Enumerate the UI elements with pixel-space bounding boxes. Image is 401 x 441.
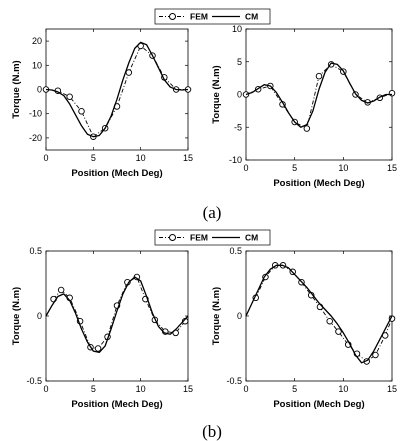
y-tick-label: 10	[232, 24, 242, 34]
legend-b-fem-marker	[169, 234, 176, 241]
legend-a-fem-marker	[169, 13, 176, 20]
x-tick-label: 5	[91, 384, 96, 394]
y-tick-label: 0	[37, 311, 42, 321]
caption-a: (a)	[203, 203, 222, 222]
chart-a-left: 0 5 10 15 -20 -10 0 10 20 Position (Mech Deg) Torq…	[11, 28, 193, 179]
legend-a-fem-label: FEM	[190, 12, 208, 22]
legend-a-cm-label: CM	[245, 12, 258, 22]
axes-box	[45, 28, 189, 151]
series-fem-point	[125, 69, 133, 76]
x-tick-label: 10	[136, 384, 146, 394]
x-tick-label: 5	[91, 153, 96, 163]
x-tick-label: 0	[243, 384, 248, 394]
y-axis-label: Torque (N.m)	[11, 287, 22, 345]
y-axis-label: Torque (N.m)	[211, 65, 222, 123]
series-fem-line	[255, 264, 393, 363]
y-tick-label: -10	[29, 109, 42, 119]
legend-a: FEM CM	[154, 8, 271, 25]
axes-box	[245, 28, 393, 161]
legend-b: FEM CM	[154, 229, 271, 246]
y-axis-label: Torque (N.m)	[11, 60, 22, 118]
x-tick-label: 5	[292, 163, 297, 173]
x-axis-label: Position (Mech Deg)	[273, 178, 364, 189]
legend-b-fem-label: FEM	[190, 233, 208, 243]
x-tick-label: 10	[338, 384, 348, 394]
y-tick-label: -10	[229, 155, 242, 165]
y-tick-label: 5	[237, 57, 242, 67]
y-tick-label: 10	[32, 60, 42, 70]
axes-box	[45, 250, 189, 382]
series-fem-line	[53, 276, 186, 349]
y-tick-label: -20	[29, 133, 42, 143]
series-fem-point	[66, 93, 73, 101]
series-cm-line	[45, 41, 189, 138]
x-tick-label: 15	[183, 384, 193, 394]
x-axis-label: Position (Mech Deg)	[71, 399, 162, 410]
x-tick-label: 0	[43, 384, 48, 394]
caption-b: (b)	[202, 422, 222, 441]
series-fem-point	[326, 317, 333, 325]
series-fem-line	[45, 45, 188, 138]
series-fem-point	[372, 351, 379, 359]
y-tick-label: -5	[234, 122, 242, 132]
x-axis-label: Position (Mech Deg)	[273, 399, 364, 410]
y-tick-label: -0.5	[226, 376, 242, 386]
series-fem-point	[78, 108, 85, 115]
series-fem-point	[335, 328, 342, 335]
y-tick-label: 0	[37, 85, 42, 95]
y-tick-label: 0	[237, 311, 242, 321]
x-tick-label: 10	[136, 153, 146, 163]
y-axis-label: Torque (N.m)	[211, 287, 222, 345]
series-fem-point	[57, 286, 65, 294]
series-cm-line	[245, 264, 393, 364]
x-tick-label: 5	[292, 384, 297, 394]
series-fem-point	[303, 125, 311, 132]
x-tick-label: 0	[243, 163, 248, 173]
series-fem-point	[94, 345, 102, 352]
y-tick-label: 0	[237, 90, 242, 100]
legend-b-cm-label: CM	[245, 233, 258, 243]
x-tick-label: 10	[338, 163, 348, 173]
x-tick-label: 15	[387, 163, 397, 173]
y-tick-label: 0.5	[29, 246, 42, 256]
x-axis-label: Position (Mech Deg)	[71, 168, 162, 179]
series-cm-line	[245, 62, 392, 128]
y-tick-label: -0.5	[26, 376, 42, 386]
series-fem-point	[315, 72, 323, 80]
y-tick-label: 0.5	[229, 246, 242, 256]
axes-box	[245, 250, 393, 382]
chart-a-right: 0 5 10 15 -10 -5 0 5 10 Position (Mech Deg) Torque…	[211, 24, 397, 189]
x-tick-label: 15	[183, 153, 193, 163]
x-tick-label: 15	[387, 384, 397, 394]
series-cm-line	[45, 276, 189, 354]
y-tick-label: 20	[32, 36, 42, 46]
x-tick-label: 0	[43, 153, 48, 163]
